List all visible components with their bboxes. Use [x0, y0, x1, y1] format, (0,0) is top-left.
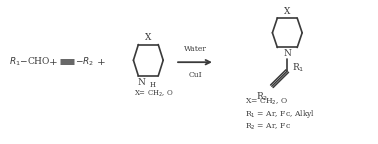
- Text: R$_1$ = Ar, Fc, Alkyl: R$_1$ = Ar, Fc, Alkyl: [245, 108, 315, 120]
- Text: $R_1$$-$CHO: $R_1$$-$CHO: [9, 56, 51, 68]
- Text: Water: Water: [183, 45, 206, 53]
- Text: N: N: [138, 78, 145, 87]
- Text: +: +: [49, 58, 57, 67]
- Text: X: X: [284, 7, 290, 16]
- Text: X= CH$_2$, O: X= CH$_2$, O: [245, 96, 288, 107]
- Text: X: X: [145, 33, 152, 42]
- Text: N: N: [284, 49, 291, 58]
- Text: R$_2$: R$_2$: [256, 90, 268, 103]
- Text: H: H: [149, 81, 155, 89]
- Text: X= CH$_2$, O: X= CH$_2$, O: [135, 88, 174, 99]
- Text: +: +: [97, 58, 106, 67]
- Text: $-R_2$: $-R_2$: [75, 56, 94, 68]
- Text: R$_1$: R$_1$: [292, 62, 305, 74]
- Text: R$_2$ = Ar, Fc: R$_2$ = Ar, Fc: [245, 122, 291, 132]
- Text: CuI: CuI: [188, 71, 202, 79]
